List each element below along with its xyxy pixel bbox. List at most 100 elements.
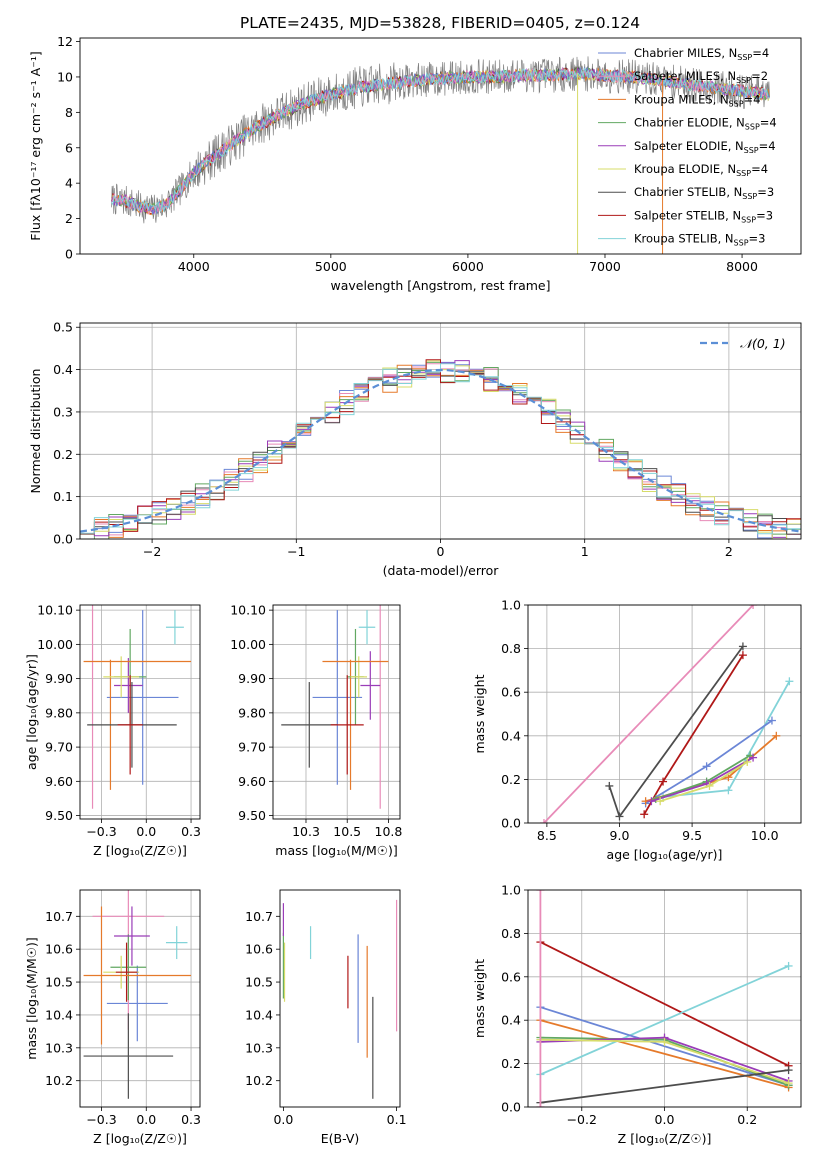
- weight-marker: [724, 786, 733, 795]
- y-tick-label: 10.7: [45, 909, 73, 924]
- y-tick-label: 8: [65, 105, 73, 120]
- y-tick-label: 0.2: [501, 1056, 521, 1071]
- y-tick-label: 0.4: [501, 1013, 521, 1028]
- y-tick-label: 10.00: [37, 637, 73, 652]
- legend-entry: Salpeter ELODIE, NSSP=4: [634, 139, 776, 155]
- weight-line-1: [543, 605, 754, 823]
- weight-marker: [659, 777, 668, 786]
- weight-marker: [536, 890, 545, 894]
- x-tick-label: 0.0: [136, 1112, 156, 1127]
- y-tick-label: 10.10: [37, 603, 73, 618]
- x-tick-label: −0.2: [567, 1112, 597, 1127]
- weight-marker: [640, 810, 649, 819]
- errorbar-point: [350, 656, 368, 698]
- y-axis-label: mass [log₁₀(M/M☉)]: [24, 937, 39, 1059]
- y-tick-label: 0.0: [501, 816, 521, 831]
- x-tick-label: −0.3: [86, 1112, 116, 1127]
- errorbar-point: [106, 610, 179, 785]
- legend-entry: Kroupa STELIB, NSSP=3: [634, 232, 765, 248]
- weight-marker: [784, 961, 793, 970]
- residual-hist-2: [80, 364, 801, 538]
- errorbar-point: [281, 682, 338, 768]
- weight-marker: [615, 812, 624, 821]
- y-tick-label: 12: [57, 34, 73, 49]
- plot-area: [281, 605, 389, 809]
- y-tick-label: 0.2: [53, 447, 73, 462]
- axes-frame: [79, 37, 802, 255]
- legend-entry: Chabrier MILES, NSSP=4: [634, 46, 769, 62]
- errorbar-point: [106, 965, 168, 1042]
- y-tick-label: 0.4: [501, 728, 521, 743]
- x-tick-label: 8.5: [537, 828, 557, 843]
- y-tick-label: 10.6: [45, 942, 73, 957]
- model-spectrum-2: [111, 66, 770, 216]
- y-axis-label: Normed distribution: [28, 369, 43, 494]
- residuals-legend: 𝒩(0, 1): [700, 336, 786, 351]
- residuals-panel: −2 −1 0 1 2 0.0 0.1 0.2 0.3 0.4 0.5 (data-model)/er…: [28, 320, 802, 578]
- y-axis-label: mass weight: [472, 959, 487, 1038]
- y-tick-label: 6: [65, 140, 73, 155]
- y-tick-label: 0.8: [501, 926, 521, 941]
- weight-line-0: [540, 1006, 789, 1087]
- y-tick-label: 0: [65, 247, 73, 262]
- y-tick-label: 9.50: [238, 808, 266, 823]
- weight-marker: [772, 731, 781, 740]
- plot-area: [111, 56, 770, 254]
- weight-line-8: [540, 965, 789, 1076]
- weight-marker: [660, 1037, 669, 1046]
- y-tick-label: 10.5: [245, 975, 273, 990]
- weight-marker: [749, 605, 758, 609]
- x-tick-label: 8000: [726, 259, 758, 274]
- weight-marker: [605, 781, 614, 790]
- y-tick-label: 0.5: [53, 320, 73, 335]
- legend-entry: Kroupa MILES, NSSP=4: [634, 92, 760, 108]
- legend-entry: Kroupa ELODIE, NSSP=4: [634, 162, 768, 178]
- weight-marker: [738, 651, 747, 660]
- y-tick-label: 0.6: [501, 685, 521, 700]
- y-tick-label: 0.4: [53, 362, 73, 377]
- x-tick-label: 4000: [178, 259, 210, 274]
- weight-marker: [536, 1103, 545, 1107]
- errorbar-point: [165, 926, 188, 960]
- x-tick-label: −2: [143, 544, 161, 559]
- x-axis-label: Z [log₁₀(Z/Z☉)]: [93, 1131, 187, 1146]
- plot-area: [539, 605, 794, 823]
- figure-title: PLATE=2435, MJD=53828, FIBERID=0405, z=0…: [240, 14, 640, 32]
- weight-marker: [647, 797, 656, 806]
- model-spectrum-1: [111, 67, 770, 215]
- x-axis-label: mass [log₁₀(M/M☉)]: [275, 843, 397, 858]
- x-tick-label: 10.0: [751, 828, 779, 843]
- y-tick-label: 10.5: [45, 975, 73, 990]
- y-tick-label: 0.0: [53, 532, 73, 547]
- x-tick-label: 10.8: [375, 824, 403, 839]
- observed-spectrum: [111, 56, 770, 224]
- Z-weight-panel: −0.2 0.0 0.2 0.0 0.2 0.4 0.6 0.8 1.0 Z [log₁₀(Z/Z…: [472, 883, 802, 1146]
- y-tick-label: 10.2: [245, 1073, 273, 1088]
- x-tick-label: 9.0: [610, 828, 630, 843]
- errorbar-point: [165, 610, 184, 645]
- axes-frame: [79, 889, 201, 1108]
- y-tick-label: 10: [57, 69, 73, 84]
- y-axis-label: age [log₁₀(age/yr)]: [24, 654, 39, 770]
- x-tick-label: 10.5: [333, 824, 361, 839]
- x-axis-label: wavelength [Angstrom, rest frame]: [330, 278, 550, 293]
- y-tick-label: 10.3: [45, 1040, 73, 1055]
- plot-area: [80, 359, 801, 539]
- x-tick-label: 5000: [315, 259, 347, 274]
- x-tick-label: 2: [725, 544, 733, 559]
- y-tick-label: 4: [65, 176, 73, 191]
- errorbar-point: [360, 651, 381, 720]
- y-axis-label: Flux [fλ10⁻¹⁷ erg cm⁻² s⁻¹ A⁻¹]: [28, 51, 43, 240]
- y-tick-label: 9.80: [238, 705, 266, 720]
- mass-age-panel: 10.3 10.5 10.8 9.50 9.60 9.70 9.80 9.90 10.00 10.…: [230, 603, 403, 858]
- y-tick-label: 10.4: [245, 1007, 273, 1022]
- normal-curve: [80, 368, 801, 533]
- legend-entry: Salpeter MILES, NSSP=2: [634, 69, 768, 85]
- y-tick-label: 9.60: [45, 774, 73, 789]
- y-tick-label: 10.2: [45, 1073, 73, 1088]
- weight-marker: [656, 797, 665, 806]
- errorbar-point: [114, 658, 143, 713]
- legend-entry: Salpeter STELIB, NSSP=3: [634, 208, 773, 224]
- x-axis-label: Z [log₁₀(Z/Z☉)]: [93, 843, 187, 858]
